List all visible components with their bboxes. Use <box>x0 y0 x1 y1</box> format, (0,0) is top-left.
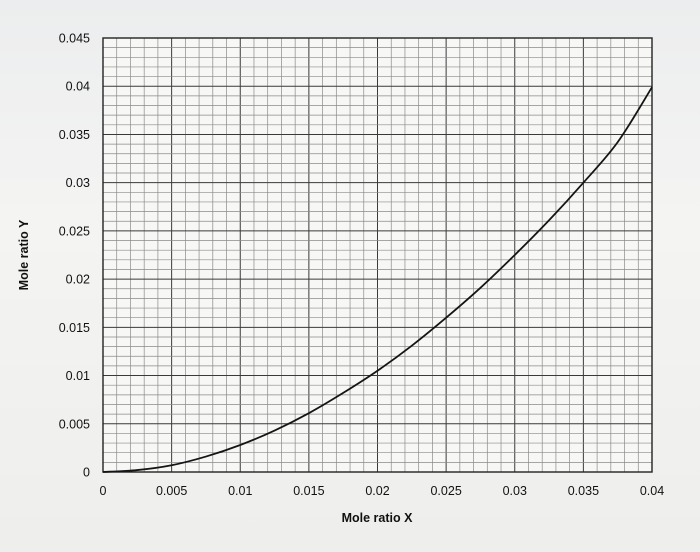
y-tick-label: 0 <box>83 466 90 480</box>
y-tick-label: 0.01 <box>66 369 90 383</box>
y-tick-label: 0.04 <box>66 80 90 94</box>
y-axis-title: Mole ratio Y <box>17 219 31 290</box>
grid <box>103 38 652 472</box>
x-tick-label: 0.005 <box>156 484 187 498</box>
x-tick-label: 0.035 <box>568 484 599 498</box>
series-line <box>102 86 653 473</box>
x-tick-label: 0.01 <box>228 484 252 498</box>
y-tick-label: 0.02 <box>66 273 90 287</box>
y-tick-label: 0.045 <box>59 32 90 46</box>
x-tick-label: 0 <box>100 484 107 498</box>
y-tick-label: 0.005 <box>59 417 90 431</box>
tick-labels: 0 0.005 0.01 0.015 0.02 0.025 0.03 0.035 0.04 0 0.… <box>59 32 664 499</box>
y-tick-label: 0.035 <box>59 128 90 142</box>
x-tick-label: 0.025 <box>430 484 461 498</box>
y-tick-label: 0.015 <box>59 321 90 335</box>
x-axis-title: Mole ratio X <box>342 511 414 525</box>
plot-border <box>102 37 653 473</box>
x-tick-label: 0.03 <box>503 484 527 498</box>
y-tick-label: 0.025 <box>59 224 90 238</box>
y-tick-label: 0.03 <box>66 176 90 190</box>
x-tick-label: 0.02 <box>365 484 389 498</box>
x-tick-label: 0.015 <box>293 484 324 498</box>
x-tick-label: 0.04 <box>640 484 664 498</box>
